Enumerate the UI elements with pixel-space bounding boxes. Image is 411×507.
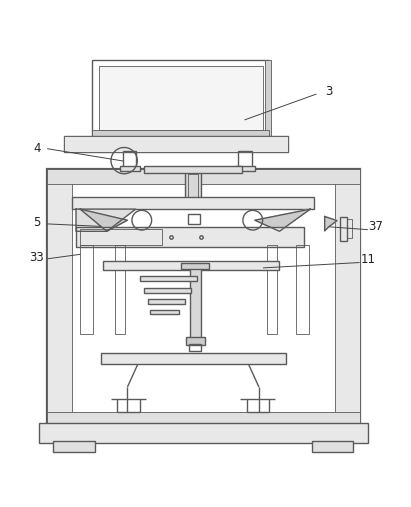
Bar [103, 261, 279, 270]
Bar [238, 151, 252, 167]
Bar [312, 441, 353, 452]
Text: 3: 3 [325, 85, 332, 98]
Bar [235, 166, 255, 171]
Text: 4: 4 [33, 142, 41, 155]
Bar [335, 169, 360, 424]
Bar [188, 174, 198, 205]
Bar [53, 441, 95, 452]
Bar [47, 412, 360, 424]
Bar [148, 299, 185, 304]
Bar [188, 213, 200, 224]
Bar [39, 423, 368, 443]
Text: 11: 11 [360, 253, 375, 266]
Bar [181, 263, 209, 269]
Text: 5: 5 [33, 216, 41, 229]
Bar [140, 276, 197, 281]
Bar [76, 227, 304, 247]
Bar [340, 216, 347, 241]
Bar [47, 169, 72, 424]
Bar [347, 220, 352, 238]
Bar [186, 337, 205, 345]
Polygon shape [80, 209, 127, 231]
Bar [92, 60, 269, 136]
Bar [267, 245, 277, 334]
Bar [115, 245, 125, 334]
Bar [64, 136, 288, 152]
Bar [47, 169, 360, 184]
Bar [80, 245, 93, 334]
Bar [123, 151, 136, 167]
Polygon shape [325, 216, 337, 231]
Bar [150, 310, 179, 314]
Bar [80, 229, 162, 245]
Bar [190, 268, 201, 340]
Bar [120, 166, 140, 171]
Bar [265, 60, 271, 136]
Bar [144, 166, 242, 173]
Bar [189, 344, 201, 351]
Bar [64, 136, 288, 152]
Bar [296, 245, 309, 334]
Bar [144, 287, 191, 293]
Polygon shape [255, 209, 310, 231]
Bar [47, 169, 360, 424]
Bar [72, 197, 314, 209]
Polygon shape [76, 209, 136, 231]
Bar [99, 66, 263, 130]
Text: 33: 33 [30, 251, 44, 264]
Bar [185, 171, 201, 208]
Bar [92, 130, 269, 136]
Text: 37: 37 [369, 220, 383, 233]
Bar [101, 353, 286, 365]
